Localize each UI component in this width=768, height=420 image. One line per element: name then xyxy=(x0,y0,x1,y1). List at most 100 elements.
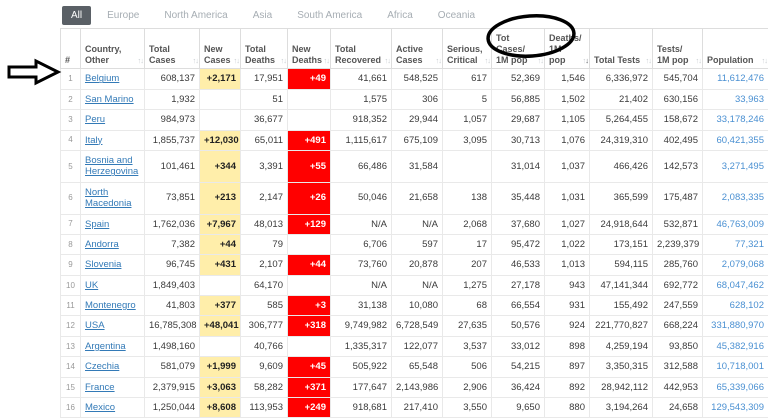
population-link[interactable]: 2,079,068 xyxy=(702,254,768,276)
population-link[interactable]: 68,047,462 xyxy=(702,274,768,297)
column-header-total_deaths[interactable]: Total Deaths ↑↓ xyxy=(240,27,288,70)
cell-deaths_1m: 943 xyxy=(544,274,590,297)
cell-total_tests: 594,115 xyxy=(589,254,653,276)
tab-oceania[interactable]: Oceania xyxy=(437,10,476,21)
column-header-serious_critical[interactable]: Serious, Critical ↑↓ xyxy=(442,27,492,70)
population-link[interactable]: 45,382,916 xyxy=(702,335,768,358)
population-link[interactable]: 65,339,066 xyxy=(702,376,768,399)
cell-total_tests: 155,492 xyxy=(589,295,653,317)
population-link[interactable]: 33,963 xyxy=(702,88,768,111)
cell-total_recovered: N/A xyxy=(330,274,392,297)
population-link[interactable]: 129,543,309 xyxy=(702,397,768,419)
population-link[interactable]: 46,763,009 xyxy=(702,213,768,235)
table-row-san-marino: 2 San Marino 1,932 51 1,575 306 5 56,885 1,502 21… xyxy=(60,88,768,111)
sort-icon[interactable]: ↑↓ xyxy=(435,56,442,66)
cell-total_cases: 41,803 xyxy=(144,295,200,317)
population-link[interactable]: 33,178,246 xyxy=(702,109,768,131)
sort-icon[interactable]: ↑↓ xyxy=(280,56,287,66)
cell-total_tests: 47,141,344 xyxy=(589,274,653,297)
column-header-total_recovered[interactable]: Total Recovered ↑↓ xyxy=(330,27,392,70)
sort-icon[interactable]: ↑↓ xyxy=(761,56,768,66)
table-row-usa: 12 USA 16,785,308 +48,041 306,777 +318 9,749,9… xyxy=(60,315,768,337)
cell-new_deaths: +249 xyxy=(287,397,331,419)
column-header-new_deaths[interactable]: New Deaths ↑↓ xyxy=(287,27,331,70)
cell-new_cases xyxy=(199,335,241,358)
country-link[interactable]: Spain xyxy=(85,218,110,230)
cell-deaths_1m: 880 xyxy=(544,397,590,419)
tab-north-america[interactable]: North America xyxy=(164,10,228,21)
cell-tests_1m: 93,850 xyxy=(652,335,703,358)
column-header-label: Active Cases xyxy=(396,43,424,65)
cell-tests_1m: 692,772 xyxy=(652,274,703,297)
cell-serious_critical: 2,068 xyxy=(442,213,492,235)
population-link[interactable]: 2,083,335 xyxy=(702,181,768,215)
cell-total_deaths: 17,951 xyxy=(240,68,288,90)
country-link[interactable]: UK xyxy=(85,279,99,291)
population-link[interactable]: 10,718,001 xyxy=(702,356,768,378)
country-link[interactable]: Slovenia xyxy=(85,259,122,271)
country-link[interactable]: Montenegro xyxy=(85,300,136,312)
country-link[interactable]: USA xyxy=(85,320,105,332)
population-link[interactable]: 77,321 xyxy=(702,233,768,256)
cell-total_cases: 1,498,160 xyxy=(144,335,200,358)
country-link[interactable]: Belgium xyxy=(85,73,120,85)
country-link[interactable]: France xyxy=(85,381,115,393)
population-link[interactable]: 11,612,476 xyxy=(702,68,768,90)
tab-europe[interactable]: Europe xyxy=(107,10,140,21)
table-row-montenegro: 11 Montenegro 41,803 +377 585 +3 31,138 10,080 6… xyxy=(60,295,768,317)
sort-icon[interactable]: ↑↓ xyxy=(192,56,199,66)
country-link[interactable]: Mexico xyxy=(85,402,116,414)
country-link[interactable]: North Macedonia xyxy=(85,186,132,210)
tab-africa[interactable]: Africa xyxy=(387,10,413,21)
cell-active_cases: 10,080 xyxy=(391,295,443,317)
sort-icon[interactable]: ↑↓ xyxy=(233,56,240,66)
country-link[interactable]: Italy xyxy=(85,134,103,146)
cell-total_deaths: 64,170 xyxy=(240,274,288,297)
sort-icon[interactable]: ↑↓ xyxy=(695,56,702,66)
cell-tot_cases_1m: 46,533 xyxy=(491,254,545,276)
cell-total_tests: 28,942,112 xyxy=(589,376,653,399)
column-header-country[interactable]: Country, Other ↑↓ xyxy=(80,27,145,70)
cell-deaths_1m: 1,076 xyxy=(544,129,590,151)
country-link[interactable]: Bosnia and Herzegovina xyxy=(85,154,139,178)
population-link[interactable]: 628,102 xyxy=(702,295,768,317)
column-header-active_cases[interactable]: Active Cases ↑↓ xyxy=(391,27,443,70)
cell-tot_cases_1m: 56,885 xyxy=(491,88,545,111)
population-link[interactable]: 3,271,495 xyxy=(702,149,768,183)
tab-south-america[interactable]: South America xyxy=(297,10,363,21)
column-header-deaths_1m[interactable]: Deaths/ 1M pop ↑↓ xyxy=(544,27,590,70)
sort-icon[interactable]: ↑↓ xyxy=(384,56,391,66)
cell-tot_cases_1m: 52,369 xyxy=(491,68,545,90)
column-header-tests_1m[interactable]: Tests/ 1M pop ↑↓ xyxy=(652,27,703,70)
cell-total_recovered: 918,352 xyxy=(330,109,392,131)
column-header-total_tests[interactable]: Total Tests ↑↓ xyxy=(589,27,653,70)
sort-icon[interactable]: ↑↓ xyxy=(484,56,491,66)
population-link[interactable]: 60,421,355 xyxy=(702,129,768,151)
cell-new_deaths: +371 xyxy=(287,376,331,399)
column-header-total_cases[interactable]: Total Cases ↑↓ xyxy=(144,27,200,70)
cell-rank: 14 xyxy=(60,356,81,378)
sort-icon[interactable]: ↑↓ xyxy=(323,56,330,66)
sort-icon[interactable]: ↑↓ xyxy=(645,56,652,66)
population-link[interactable]: 331,880,970 xyxy=(702,315,768,337)
country-link[interactable]: Argentina xyxy=(85,340,126,352)
country-link[interactable]: Andorra xyxy=(85,238,119,250)
sort-icon[interactable]: ↑↓ xyxy=(537,56,544,66)
sort-icon[interactable]: ↑↓ xyxy=(582,56,589,66)
column-header-population[interactable]: Population ↑↓ xyxy=(702,27,768,70)
cell-country: Andorra xyxy=(80,233,145,256)
country-link[interactable]: San Marino xyxy=(85,93,134,105)
column-header-tot_cases_1m[interactable]: Tot Cases/ 1M pop ↑↓ xyxy=(491,27,545,70)
country-link[interactable]: Czechia xyxy=(85,361,120,373)
cell-rank: 4 xyxy=(60,129,81,151)
cell-tests_1m: 285,760 xyxy=(652,254,703,276)
cell-total_cases: 73,851 xyxy=(144,181,200,215)
cell-active_cases: 306 xyxy=(391,88,443,111)
cell-serious_critical: 3,537 xyxy=(442,335,492,358)
sort-icon[interactable]: ↑↓ xyxy=(137,56,144,66)
column-header-new_cases[interactable]: New Cases ↑↓ xyxy=(199,27,241,70)
country-link[interactable]: Peru xyxy=(85,114,106,126)
tab-asia[interactable]: Asia xyxy=(252,10,273,21)
tab-all[interactable]: All xyxy=(62,6,92,25)
